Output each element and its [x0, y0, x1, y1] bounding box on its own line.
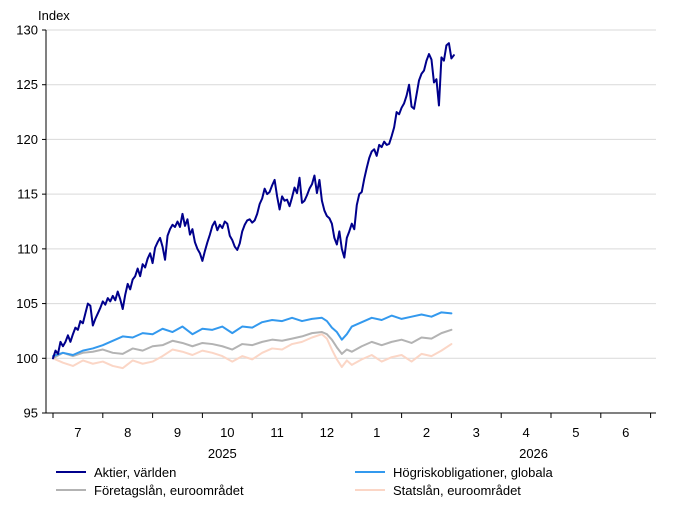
x-tick-label-month: 5 — [572, 425, 579, 440]
y-tick-label: 130 — [16, 23, 38, 38]
x-tick-label-month: 4 — [522, 425, 529, 440]
x-tick-label-month: 9 — [174, 425, 181, 440]
x-tick-label-month: 6 — [622, 425, 629, 440]
series-line-1 — [52, 311, 453, 358]
legend-label: Statslån, euroområdet — [393, 483, 521, 498]
x-tick-label-year: 2025 — [208, 446, 237, 461]
legend-item: Företagslån, euroområdet — [56, 483, 244, 498]
series-layer — [52, 42, 455, 370]
x-tick-label-month: 7 — [74, 425, 81, 440]
x-tick-label-year: 2026 — [519, 446, 548, 461]
legend-item: Statslån, euroområdet — [355, 483, 521, 498]
x-tick-label-month: 3 — [473, 425, 480, 440]
y-tick-label: 115 — [17, 187, 38, 202]
x-tick-label-month: 1 — [373, 425, 380, 440]
y-tick-label: 125 — [16, 77, 38, 92]
series-line-0 — [52, 42, 455, 360]
legend-item: Högriskobligationer, globala — [355, 465, 553, 480]
legend-label: Företagslån, euroområdet — [94, 483, 244, 498]
x-tick-label-month: 10 — [220, 425, 234, 440]
legend-item: Aktier, världen — [56, 465, 176, 480]
y-tick-label: 120 — [16, 132, 38, 147]
series-line-2 — [52, 328, 453, 360]
legend: Aktier, världen Högriskobligationer, glob… — [56, 465, 553, 498]
legend-label: Aktier, världen — [94, 465, 176, 480]
x-tick-label-month: 11 — [270, 425, 284, 440]
y-tick-label: 100 — [16, 351, 38, 366]
x-tick-label-month: 8 — [124, 425, 131, 440]
y-axis-title: Index — [38, 8, 70, 23]
y-tick-label: 110 — [17, 241, 38, 256]
x-tick-label-month: 12 — [320, 425, 334, 440]
series-line-3 — [52, 333, 453, 370]
x-tick-label-month: 2 — [423, 425, 430, 440]
legend-label: Högriskobligationer, globala — [393, 465, 553, 480]
y-tick-label: 95 — [24, 406, 38, 421]
gridlines — [46, 29, 656, 359]
y-tick-label: 105 — [16, 296, 38, 311]
